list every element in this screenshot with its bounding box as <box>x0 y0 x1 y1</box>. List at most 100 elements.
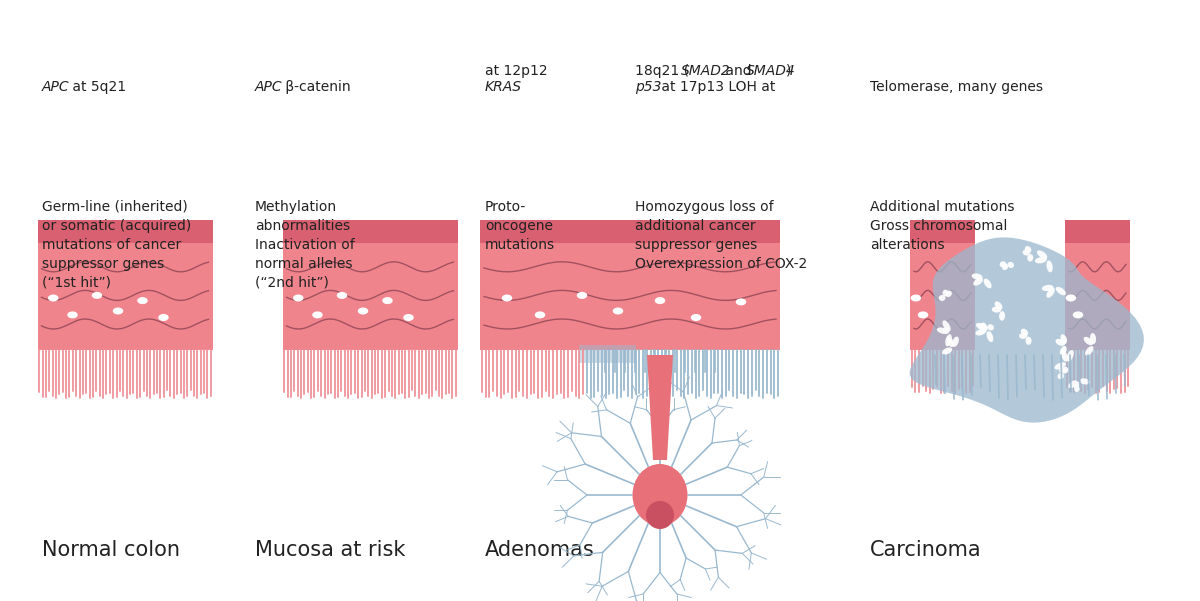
Ellipse shape <box>655 297 665 304</box>
Ellipse shape <box>918 311 929 319</box>
Bar <box>282 220 457 243</box>
Text: β-catenin: β-catenin <box>281 80 350 94</box>
Ellipse shape <box>358 308 368 314</box>
Ellipse shape <box>1055 362 1066 370</box>
Ellipse shape <box>1074 382 1080 392</box>
Bar <box>910 220 974 243</box>
Bar <box>910 243 974 350</box>
Ellipse shape <box>1061 350 1068 362</box>
Text: Methylation
abnormalities
Inactivation of
normal alleles
(“2nd hit”): Methylation abnormalities Inactivation o… <box>256 200 355 290</box>
Ellipse shape <box>1056 287 1066 295</box>
Text: Carcinoma: Carcinoma <box>870 540 982 560</box>
Text: and: and <box>721 64 756 78</box>
Ellipse shape <box>113 308 124 314</box>
Ellipse shape <box>1022 249 1030 255</box>
Ellipse shape <box>1085 346 1093 356</box>
Text: Normal colon: Normal colon <box>42 540 180 560</box>
Ellipse shape <box>937 328 949 334</box>
Ellipse shape <box>1046 288 1055 297</box>
Text: Mucosa at risk: Mucosa at risk <box>256 540 406 560</box>
Ellipse shape <box>973 278 983 285</box>
Ellipse shape <box>911 294 922 302</box>
Ellipse shape <box>1026 337 1032 345</box>
Ellipse shape <box>1061 334 1067 344</box>
Ellipse shape <box>613 308 623 314</box>
Ellipse shape <box>942 320 950 332</box>
Bar <box>480 243 780 350</box>
Text: 18q21 (: 18q21 ( <box>635 64 689 78</box>
Ellipse shape <box>986 331 994 342</box>
Ellipse shape <box>577 292 587 299</box>
Ellipse shape <box>938 295 946 301</box>
Ellipse shape <box>979 323 986 329</box>
Text: at 5q21: at 5q21 <box>68 80 126 94</box>
Text: Homozygous loss of
additional cancer
suppressor genes
Overexpression of COX-2: Homozygous loss of additional cancer sup… <box>635 200 808 271</box>
Ellipse shape <box>1019 333 1027 339</box>
Ellipse shape <box>1046 260 1052 272</box>
Text: APC: APC <box>256 80 283 94</box>
Text: Telomerase, many genes: Telomerase, many genes <box>870 80 1043 94</box>
Polygon shape <box>910 237 1144 423</box>
Ellipse shape <box>1000 261 1007 267</box>
Ellipse shape <box>1057 373 1064 379</box>
Ellipse shape <box>502 294 512 302</box>
Ellipse shape <box>1056 339 1064 346</box>
Ellipse shape <box>1060 367 1066 374</box>
Ellipse shape <box>942 347 952 355</box>
Ellipse shape <box>535 311 545 319</box>
Ellipse shape <box>976 323 986 331</box>
Ellipse shape <box>952 337 959 347</box>
Ellipse shape <box>1067 350 1074 362</box>
Ellipse shape <box>48 294 59 302</box>
Ellipse shape <box>946 334 952 346</box>
Ellipse shape <box>995 301 1002 310</box>
Text: Germ-line (inherited)
or somatic (acquired)
mutations of cancer
suppressor genes: Germ-line (inherited) or somatic (acquir… <box>42 200 191 290</box>
Ellipse shape <box>312 311 323 319</box>
Ellipse shape <box>137 297 148 304</box>
Ellipse shape <box>1080 379 1090 385</box>
Text: APC: APC <box>42 80 70 94</box>
Ellipse shape <box>1073 311 1084 319</box>
Ellipse shape <box>1068 380 1078 388</box>
Ellipse shape <box>383 297 392 304</box>
Text: KRAS: KRAS <box>485 80 522 94</box>
Bar <box>480 220 780 243</box>
Text: at 17p13 LOH at: at 17p13 LOH at <box>658 80 775 94</box>
Text: Adenomas: Adenomas <box>485 540 595 560</box>
Bar <box>580 345 636 363</box>
Ellipse shape <box>646 501 674 529</box>
Ellipse shape <box>972 273 983 279</box>
Ellipse shape <box>1042 285 1054 291</box>
Ellipse shape <box>736 299 746 305</box>
Ellipse shape <box>403 314 414 321</box>
Ellipse shape <box>158 314 169 321</box>
Ellipse shape <box>691 314 701 321</box>
Text: SMAD2: SMAD2 <box>682 64 731 78</box>
Ellipse shape <box>1034 257 1046 263</box>
Bar <box>37 243 212 350</box>
Bar <box>282 243 457 350</box>
Ellipse shape <box>1000 311 1006 321</box>
Ellipse shape <box>982 325 988 332</box>
Ellipse shape <box>976 329 986 335</box>
Bar <box>37 220 212 243</box>
Ellipse shape <box>1066 294 1076 302</box>
Ellipse shape <box>1084 337 1093 346</box>
Bar <box>1066 220 1130 243</box>
Text: Proto-
oncogene
mutations: Proto- oncogene mutations <box>485 200 556 252</box>
Ellipse shape <box>1025 246 1031 253</box>
Ellipse shape <box>946 290 952 297</box>
Ellipse shape <box>984 279 991 288</box>
Ellipse shape <box>1060 346 1067 355</box>
Ellipse shape <box>632 464 688 526</box>
Ellipse shape <box>988 324 994 331</box>
Text: p53: p53 <box>635 80 661 94</box>
Ellipse shape <box>947 337 954 347</box>
Ellipse shape <box>1062 367 1068 373</box>
Ellipse shape <box>67 311 78 319</box>
Text: Additional mutations
Gross chromosomal
alterations: Additional mutations Gross chromosomal a… <box>870 200 1014 252</box>
Text: at 12p12: at 12p12 <box>485 64 547 78</box>
Ellipse shape <box>1021 329 1028 336</box>
Ellipse shape <box>337 292 347 299</box>
Ellipse shape <box>1027 254 1033 261</box>
